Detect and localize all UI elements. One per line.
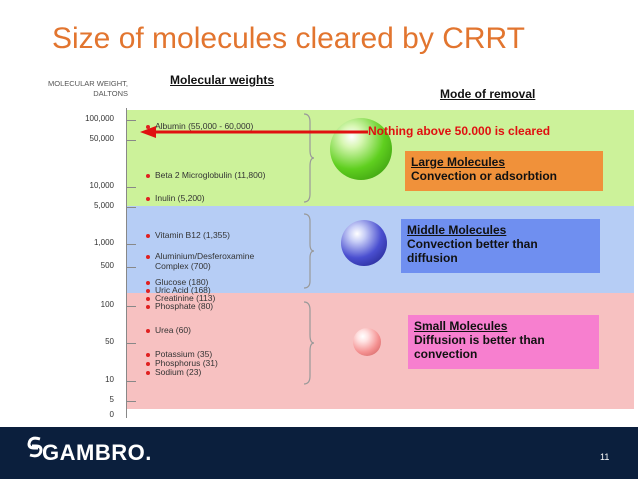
tick-label: 10 — [105, 375, 114, 384]
small-molecules-mode-line1: Diffusion is better than — [414, 333, 545, 347]
large-molecules-box: Large Molecules Convection or adsorbtion — [405, 151, 603, 191]
tick-label: 100 — [100, 300, 114, 309]
tick-label: 100,000 — [85, 114, 114, 123]
large-molecule-sphere-icon — [330, 118, 392, 180]
molecule-dot — [146, 281, 150, 285]
large-brace-icon — [303, 113, 315, 203]
tick-label: 10,000 — [89, 181, 114, 190]
tick-label: 50,000 — [89, 134, 114, 143]
small-molecules-mode-line2: convection — [414, 347, 478, 361]
tick-mark — [126, 381, 136, 382]
tick-mark — [126, 343, 136, 344]
molecule-dot — [146, 255, 150, 259]
y-axis-line — [126, 108, 127, 418]
molecule-label-urea: Urea (60) — [155, 325, 191, 335]
small-brace-icon — [303, 301, 315, 385]
middle-molecules-box: Middle Molecules Convection better than … — [401, 219, 600, 273]
large-molecules-mode: Convection or adsorbtion — [411, 169, 558, 183]
page-number: 11 — [600, 452, 610, 462]
molecule-label-phosphate: Phosphate (80) — [155, 301, 214, 311]
y-axis-label-line1: MOLECULAR WEIGHT, — [47, 79, 128, 88]
middle-molecule-sphere-icon — [341, 220, 387, 266]
molecule-label-aluminium-complex: Complex (700) — [155, 261, 211, 271]
molecule-label-beta2: Beta 2 Microglobulin (11,800) — [155, 170, 266, 180]
molecule-dot — [146, 289, 150, 293]
small-molecules-box: Small Molecules Diffusion is better than… — [408, 315, 599, 369]
molecule-dot — [146, 305, 150, 309]
molecule-dot — [146, 174, 150, 178]
tick-mark — [126, 187, 136, 188]
molecule-label-sodium: Sodium (23) — [155, 367, 202, 377]
molecule-label-albumin: Albumin (55,000 - 60,000) — [155, 121, 254, 131]
middle-molecules-mode-line1: Convection better than — [407, 237, 538, 251]
tick-mark — [126, 140, 136, 141]
tick-mark — [126, 267, 136, 268]
tick-mark — [126, 244, 136, 245]
molecule-label-glucose: Glucose (180) — [155, 277, 209, 287]
tick-label: 0 — [109, 410, 114, 419]
molecule-label-phosphorus: Phosphorus (31) — [155, 358, 218, 368]
large-molecules-title: Large Molecules — [411, 155, 506, 169]
small-molecule-sphere-icon — [353, 328, 381, 356]
middle-molecules-title: Middle Molecules — [407, 223, 507, 237]
molecular-weights-header: Molecular weights — [170, 73, 275, 87]
arrow-note: Nothing above 50.000 is cleared — [368, 124, 551, 138]
y-axis-label-line2: DALTONS — [93, 89, 128, 98]
footer-bar — [0, 427, 638, 479]
molecule-label-creatinine: Creatinine (113) — [155, 293, 216, 303]
tick-label: 1,000 — [93, 238, 114, 247]
gambro-logo-icon — [27, 436, 43, 458]
tick-mark — [126, 401, 136, 402]
arrow-left-icon — [140, 126, 368, 138]
molecule-dot — [146, 353, 150, 357]
tick-label: 5 — [109, 395, 114, 404]
molecule-dot — [146, 371, 150, 375]
molecule-dot — [146, 329, 150, 333]
tick-mark — [126, 306, 136, 307]
tick-label: 5,000 — [93, 201, 114, 210]
y-axis-label: MOLECULAR WEIGHT, DALTONS — [6, 79, 128, 99]
molecule-label-inulin: Inulin (5,200) — [155, 193, 205, 203]
tick-label: 50 — [105, 337, 114, 346]
molecule-label-uric-acid: Uric Acid (168) — [155, 285, 211, 295]
molecule-label-vitamin-b12: Vitamin B12 (1,355) — [155, 230, 230, 240]
gambro-logo: GAMBRO. — [42, 440, 152, 465]
molecule-dot — [146, 125, 150, 129]
tick-mark — [126, 120, 136, 121]
tick-label: 500 — [100, 261, 114, 270]
tick-mark — [126, 207, 136, 208]
middle-molecules-mode-line2: diffusion — [407, 251, 458, 265]
molecule-label-potassium: Potassium (35) — [155, 349, 213, 359]
small-molecules-title: Small Molecules — [414, 319, 508, 333]
slide-title: Size of molecules cleared by CRRT — [52, 22, 525, 55]
molecule-label-aluminium: Aluminium/Desferoxamine — [155, 251, 255, 261]
mode-of-removal-header: Mode of removal — [440, 87, 536, 101]
molecule-dot — [146, 362, 150, 366]
molecule-dot — [146, 297, 150, 301]
molecule-dot — [146, 197, 150, 201]
middle-brace-icon — [303, 213, 315, 289]
molecule-dot — [146, 234, 150, 238]
